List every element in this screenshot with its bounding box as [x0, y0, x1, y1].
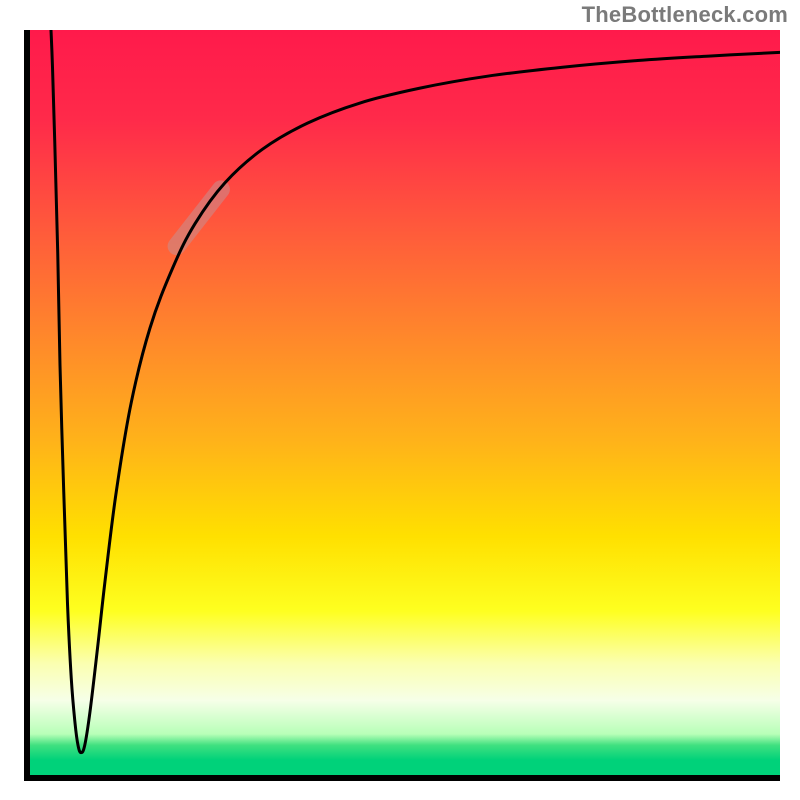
watermark-text: TheBottleneck.com [582, 2, 788, 28]
axis-left [24, 30, 30, 781]
chart-container: TheBottleneck.com [0, 0, 800, 800]
axis-bottom [24, 775, 780, 781]
plot-group [30, 30, 780, 775]
bottleneck-chart [0, 0, 800, 800]
gradient-fill [30, 30, 780, 775]
